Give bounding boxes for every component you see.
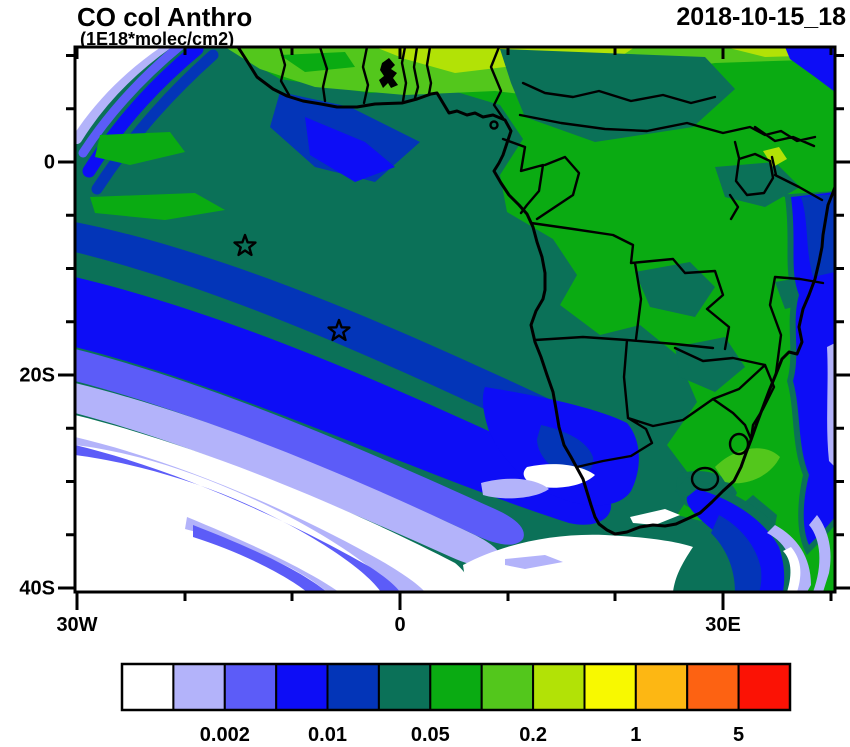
contour-white-southcoast	[463, 534, 693, 592]
top-axis-ticks	[75, 47, 833, 59]
colorbar-cell	[480, 663, 535, 711]
contour-green-patch	[90, 193, 225, 220]
contour-white-region	[75, 415, 471, 592]
ytick-label-20s: 20S	[19, 365, 55, 387]
colorbar-cell	[326, 663, 380, 711]
xtick-label-30w: 30W	[56, 614, 97, 636]
contour-midgreen-highveld	[715, 448, 780, 484]
contour-teal-patch	[635, 262, 715, 317]
bioko-island-outline	[489, 120, 499, 130]
colorbar-cell	[532, 663, 586, 711]
lake-victoria-outline	[734, 152, 775, 197]
contour-green-patch	[280, 52, 355, 72]
contour-fringe-navy	[91, 49, 219, 195]
map-field	[75, 47, 835, 592]
colorbar-tick-0002: 0.002	[200, 724, 250, 746]
colorbar-cell	[429, 663, 483, 711]
contour-lavender-sliver	[505, 555, 563, 569]
colorbar-tick-1: 1	[630, 724, 641, 746]
star-marker-1	[233, 233, 257, 257]
contour-lavender-edge-sliver	[827, 343, 835, 467]
colorbar-outline	[120, 662, 792, 712]
lesotho-border	[690, 466, 720, 492]
colorbar-cell	[275, 663, 329, 711]
contour-blue-necorner	[785, 47, 835, 92]
star-marker-2	[327, 318, 351, 342]
map-frame	[73, 45, 837, 594]
contour-lavender-streak	[75, 437, 425, 592]
colorbar: 0.002 0.01 0.05 0.2 1 5	[120, 662, 792, 746]
colorbar-cell	[583, 663, 637, 711]
datetime-label: 2018-10-15_18	[676, 3, 846, 31]
contour-white-nwcorner	[75, 47, 161, 133]
contour-white-curl	[783, 547, 801, 592]
colorbar-tick-005: 0.05	[411, 724, 450, 746]
xtick-label-0: 0	[394, 614, 405, 636]
right-axis-ticks	[835, 54, 850, 590]
lake-volta	[379, 58, 398, 88]
units-subtitle: (1E18*molec/cm2)	[80, 29, 234, 49]
ytick-label-40s: 40S	[19, 578, 55, 600]
contour-navy-band	[75, 222, 584, 442]
colorbar-cell	[634, 663, 689, 711]
xtick-label-30e: 30E	[705, 614, 741, 636]
contour-lavender-sa-patch	[481, 478, 549, 499]
colorbar-tick-02: 0.2	[519, 724, 547, 746]
contour-navy-sa-patch	[537, 425, 594, 477]
contour-blue-band	[75, 277, 612, 525]
page-title: CO col Anthro	[77, 2, 252, 32]
swaziland-border	[728, 432, 750, 456]
contour-teal-patch	[675, 337, 745, 392]
colorbar-cell	[223, 663, 278, 711]
colorbar-cell	[737, 663, 791, 711]
contour-fringe-lavender	[75, 47, 172, 144]
colorbar-cell	[686, 663, 740, 711]
contour-lavender-curl2	[809, 515, 831, 592]
colorbar-cell	[121, 663, 175, 711]
contour-yellowgreen-victoria	[763, 147, 787, 167]
contour-fringe-purple	[78, 47, 186, 158]
colorbar-tick-5: 5	[733, 724, 744, 746]
ytick-label-0: 0	[44, 152, 55, 174]
country-borders	[278, 47, 825, 469]
bottom-axis-ticks	[75, 592, 833, 610]
contour-white-coast-sliver	[630, 509, 680, 525]
contour-purple-band	[75, 349, 524, 545]
contour-navy-plume-core	[711, 515, 762, 592]
contour-purple-streak	[75, 445, 400, 592]
contour-blue-core	[305, 117, 395, 182]
colorbar-cell	[377, 663, 432, 711]
contour-green-patch	[95, 132, 185, 165]
contour-teal-patch	[500, 49, 735, 142]
left-axis-ticks	[58, 54, 75, 590]
contour-purple-streak2	[193, 525, 327, 592]
africa-coastline	[236, 47, 835, 536]
colorbar-cell	[172, 663, 226, 711]
contour-lavender-band	[75, 383, 502, 568]
colorbar-tick-001: 0.01	[308, 724, 347, 746]
contour-green-mass	[225, 47, 835, 592]
